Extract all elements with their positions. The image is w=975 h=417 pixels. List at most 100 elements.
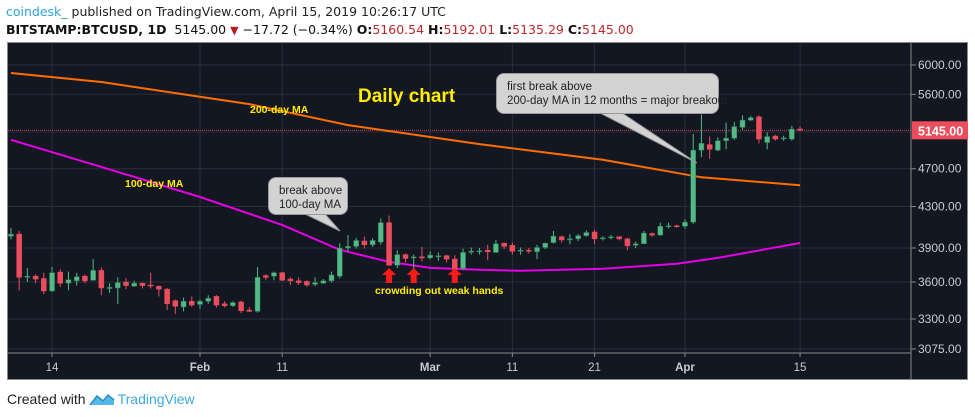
candle-body <box>575 235 581 240</box>
candle-body <box>460 252 466 269</box>
candle <box>567 234 573 245</box>
candle-body <box>254 277 261 312</box>
candle <box>591 229 598 245</box>
candle <box>123 277 129 290</box>
candle <box>320 279 327 284</box>
candle <box>550 230 557 244</box>
candle <box>698 114 705 158</box>
candle <box>772 134 779 141</box>
price-tick-label: 5600.00 <box>918 87 962 101</box>
candle-body <box>115 282 121 289</box>
candle-body <box>279 272 285 281</box>
symbol: BITSTAMP:BTCUSD, 1D <box>6 22 167 37</box>
date-tick-label: Feb <box>190 362 210 374</box>
candle <box>246 306 253 312</box>
candle <box>345 235 351 252</box>
candle <box>460 248 466 270</box>
candle <box>164 287 170 311</box>
candle-body <box>649 233 655 236</box>
candle <box>600 236 606 241</box>
candle <box>221 301 228 308</box>
candle <box>230 301 236 307</box>
candle <box>558 235 565 243</box>
last-price-badge <box>912 121 968 140</box>
candle-body <box>82 275 88 282</box>
date-tick-label: Mar <box>420 362 441 374</box>
candle-body <box>410 256 417 259</box>
candle-body <box>624 238 631 247</box>
candle <box>789 125 795 141</box>
candle <box>575 234 581 242</box>
candle <box>41 272 47 294</box>
ma200-line <box>10 72 801 187</box>
candle-body <box>715 140 721 151</box>
candle <box>16 230 22 291</box>
candle <box>526 248 532 254</box>
callout-100-day-break: break above 100-day MA <box>268 177 348 215</box>
candle <box>386 215 392 266</box>
candle <box>501 242 507 250</box>
candle <box>287 277 294 285</box>
red-arrow-up-icon <box>382 268 397 283</box>
publisher-link[interactable]: coindesk_ <box>6 4 68 19</box>
price-tick-label: 3075.00 <box>918 342 962 356</box>
candle-body <box>131 282 137 287</box>
callout-tail <box>599 112 698 164</box>
candle-body <box>164 288 170 305</box>
high-label: H: <box>428 22 444 37</box>
candle-body <box>797 128 803 131</box>
tradingview-link[interactable]: TradingView <box>117 391 195 407</box>
candle <box>476 248 483 255</box>
candle-body <box>386 222 392 266</box>
chart-pane[interactable] <box>7 42 968 380</box>
candle-body <box>32 275 39 280</box>
candle-body <box>772 135 779 140</box>
candle-body <box>484 249 491 253</box>
price-tick-label: 3900.00 <box>918 241 962 255</box>
candle <box>82 274 88 284</box>
candle-body <box>632 243 639 246</box>
candle <box>583 230 590 237</box>
candle <box>172 299 179 314</box>
candle-body <box>476 250 483 253</box>
candle-body <box>682 221 688 227</box>
candle-body <box>550 235 557 243</box>
candle <box>616 236 622 241</box>
candle <box>493 239 499 253</box>
ma100-line <box>10 138 801 272</box>
candle-body <box>123 281 129 286</box>
candle <box>394 250 401 269</box>
symbol-info: BITSTAMP:BTCUSD, 1D 5145.00 ▼ −17.72 (−0… <box>6 22 634 37</box>
candle-body <box>139 282 146 286</box>
triangle-down-icon: ▼ <box>230 24 239 37</box>
date-tick-label: 14 <box>46 362 59 374</box>
candle-body <box>24 275 31 278</box>
candle-body <box>756 116 762 140</box>
candle <box>517 247 524 255</box>
date-tick-label: 11 <box>506 362 518 374</box>
candle <box>723 122 729 150</box>
date-tick-label: 21 <box>588 362 601 374</box>
callout-line: 100-day MA <box>279 199 342 211</box>
candle-body <box>221 303 228 306</box>
candle <box>147 272 154 289</box>
candle <box>402 253 409 263</box>
candle <box>369 238 376 247</box>
candle-body <box>205 298 211 302</box>
candle-body <box>73 276 80 282</box>
candle-body <box>361 240 368 246</box>
candle-body <box>723 137 729 142</box>
candle <box>238 300 244 314</box>
candle-body <box>468 251 475 253</box>
date-tick-label: Apr <box>675 362 695 374</box>
candle <box>295 277 302 285</box>
candle <box>32 274 39 284</box>
price-change: −17.72 (−0.34%) <box>242 22 353 37</box>
candle <box>674 224 680 228</box>
ma100-label: 100-day MA <box>125 178 184 190</box>
candle <box>624 237 631 251</box>
candle <box>205 295 211 304</box>
candle-body <box>517 249 524 252</box>
red-arrow-up-icon <box>447 268 462 283</box>
